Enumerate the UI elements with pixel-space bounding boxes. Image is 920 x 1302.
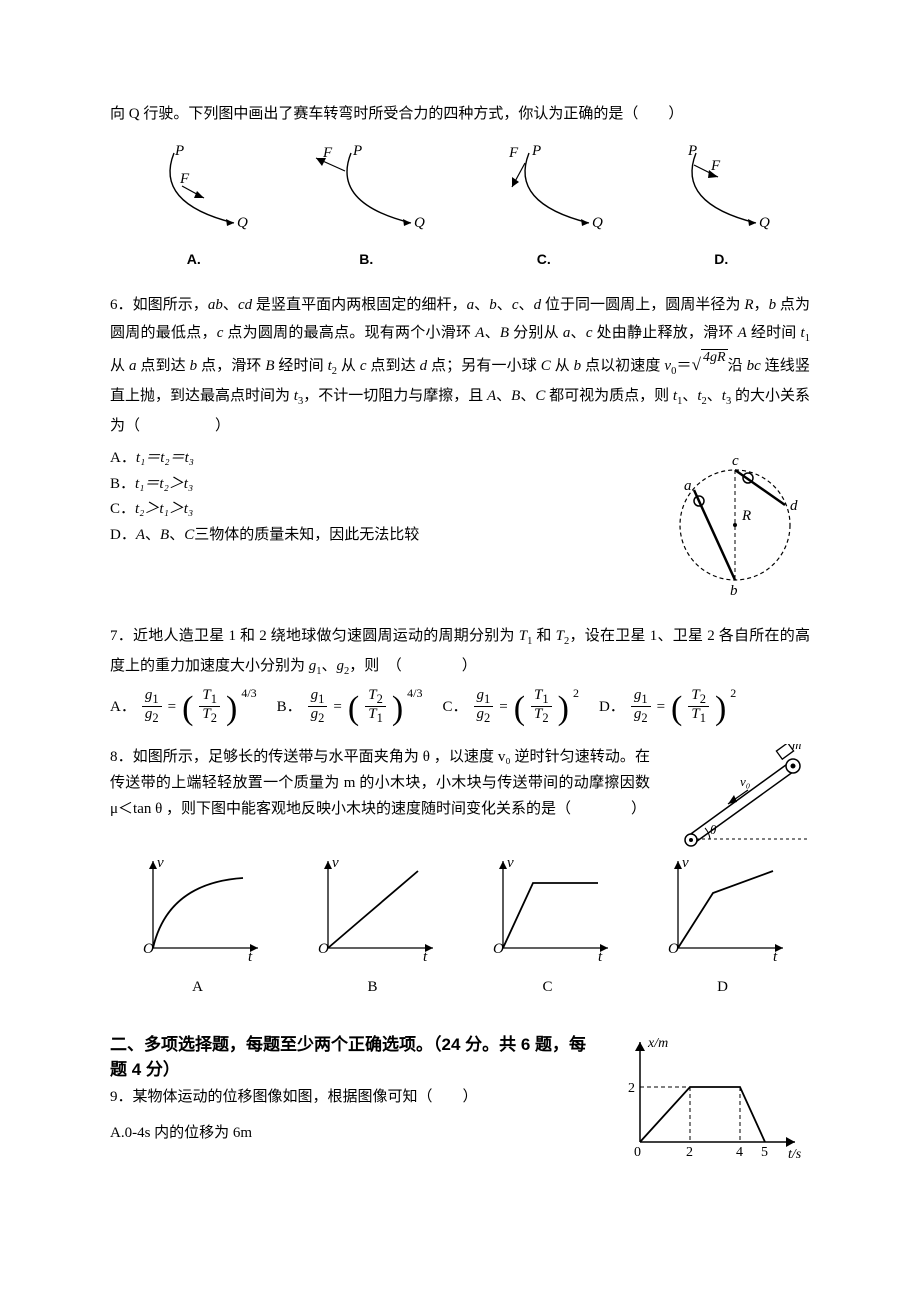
q8-graph-c: O v t <box>483 853 613 963</box>
axis-t: t <box>248 949 253 963</box>
q6-fig-d: d <box>790 498 798 514</box>
label-f: F <box>508 145 519 161</box>
q8-opt-a: O v t A <box>133 853 263 1002</box>
label-q: Q <box>592 215 603 231</box>
q9-ylabel: x/m <box>647 1036 668 1051</box>
q8-label-theta: θ <box>710 822 717 837</box>
svg-text:O: O <box>493 941 504 957</box>
question-6: 6．如图所示，ab、cd 是竖直平面内两根固定的细杆，a、b、c、d 位于同一圆… <box>110 291 810 605</box>
q7-opt-b: B． g1g2 = ( T2T1 )4/3 <box>277 688 425 725</box>
label-q: Q <box>237 215 248 231</box>
q8-label-v0: v₀ <box>740 774 750 789</box>
label-p: P <box>531 143 541 159</box>
axis-o: O <box>143 941 154 957</box>
q6-c: c <box>512 297 519 313</box>
q5-label-a: A. <box>187 251 201 267</box>
q6-cd: cd <box>238 297 252 313</box>
q8-graph-a: O v t <box>133 853 263 963</box>
label-f: F <box>710 158 721 174</box>
q8-label-d: D <box>658 973 788 1002</box>
section-2-block: 0 2 4 5 2 x/m t/s 二、多项选择题，每题至少两个正确选项。（24… <box>110 1032 810 1166</box>
q7-opt-d: D． g1g2 = ( T2T1 )2 <box>599 688 738 725</box>
q6-figure: a b c d R <box>660 440 810 600</box>
q8-opt-d: O v t D <box>658 853 788 1002</box>
q6-fig-R: R <box>741 508 751 524</box>
axis-v: v <box>157 855 164 871</box>
q5-intro: 向 Q 行驶。下列图中画出了赛车转弯时所受合力的四种方式，你认为正确的是（ ） <box>110 100 810 129</box>
svg-text:v: v <box>682 855 689 871</box>
q6-b: b <box>489 297 497 313</box>
svg-text:t: t <box>773 949 778 963</box>
q8-graph-row: O v t A O v t B <box>110 853 810 1002</box>
q5-option-a: P Q F A. <box>134 143 254 273</box>
q7-opt-c: C． g1g2 = ( T1T2 )2 <box>442 688 580 725</box>
q9-ytick-2: 2 <box>628 1081 635 1096</box>
q5-diagram-a: P Q F <box>134 143 254 238</box>
q5-label-d: D. <box>714 251 728 267</box>
q9-tick-5: 5 <box>761 1145 768 1160</box>
question-7: 7．近地人造卫星 1 和 2 绕地球做匀速圆周运动的周期分别为 T1 和 T2，… <box>110 622 810 725</box>
q9-tick-0: 0 <box>634 1145 641 1160</box>
q7-stem: 7．近地人造卫星 1 和 2 绕地球做匀速圆周运动的周期分别为 T1 和 T2，… <box>110 622 810 682</box>
q8-opt-b: O v t B <box>308 853 438 1002</box>
q6-t1: 6．如图所示， <box>110 297 208 313</box>
q5-diagram-c: P Q F <box>479 143 609 238</box>
q8-label-b: B <box>308 973 438 1002</box>
q6-fig-a: a <box>684 478 692 494</box>
question-8: m v₀ θ 8．如图所示，足够长的传送带与水平面夹角为 θ ，以速度 v₀ 逆… <box>110 744 810 1012</box>
q6-d: d <box>534 297 542 313</box>
label-q: Q <box>414 215 425 231</box>
q6-stem: 6．如图所示，ab、cd 是竖直平面内两根固定的细杆，a、b、c、d 位于同一圆… <box>110 291 810 441</box>
svg-text:O: O <box>318 941 329 957</box>
label-p: P <box>174 143 184 159</box>
q9-tick-2: 2 <box>686 1145 693 1160</box>
q5-label-b: B. <box>359 251 373 267</box>
q6-bc: bc <box>747 358 761 374</box>
q6-B: B <box>500 325 509 341</box>
q5-figure-row: P Q F A. P Q F B. <box>110 143 810 273</box>
q5-option-c: P Q F C. <box>479 143 609 273</box>
q8-graph-b: O v t <box>308 853 438 963</box>
svg-text:t: t <box>598 949 603 963</box>
q6-t2: 是竖直平面内两根固定的细杆， <box>252 297 466 313</box>
svg-text:O: O <box>668 941 679 957</box>
label-p: P <box>352 143 362 159</box>
q8-label-c: C <box>483 973 613 1002</box>
q9-figure: 0 2 4 5 2 x/m t/s <box>610 1032 810 1162</box>
question-5: 向 Q 行驶。下列图中画出了赛车转弯时所受合力的四种方式，你认为正确的是（ ） … <box>110 100 810 273</box>
q6-fig-b: b <box>730 583 738 599</box>
q9-tick-4: 4 <box>736 1145 743 1160</box>
svg-text:v: v <box>507 855 514 871</box>
label-q: Q <box>759 215 770 231</box>
label-p: P <box>687 143 697 159</box>
q7-options: A． g1g2 = ( T1T2 )4/3 B． g1g2 = ( T2T1 )… <box>110 688 810 725</box>
q9-xlabel: t/s <box>788 1147 802 1162</box>
q8-label-m: m <box>792 744 801 752</box>
q8-label-a: A <box>133 973 263 1002</box>
q5-option-d: P Q F D. <box>656 143 786 273</box>
q5-option-b: P Q F B. <box>301 143 431 273</box>
q5-label-c: C. <box>537 251 551 267</box>
q7-opt-a: A． g1g2 = ( T1T2 )4/3 <box>110 688 259 725</box>
q8-opt-c: O v t C <box>483 853 613 1002</box>
q8-graph-d: O v t <box>658 853 788 963</box>
q5-diagram-b: P Q F <box>301 143 431 238</box>
q5-diagram-d: P Q F <box>656 143 786 238</box>
label-f: F <box>179 171 190 187</box>
q6-R: R <box>744 297 753 313</box>
q6-ab: ab <box>208 297 223 313</box>
q6-a: a <box>467 297 475 313</box>
q8-belt-figure: m v₀ θ <box>660 744 810 849</box>
q6-fig-c: c <box>732 453 739 469</box>
svg-text:v: v <box>332 855 339 871</box>
sqrt-icon: √4gR <box>692 349 728 381</box>
svg-text:t: t <box>423 949 428 963</box>
label-f: F <box>322 145 333 161</box>
q6-t6: 位于同一圆周上，圆周半径为 <box>541 297 744 313</box>
q6-C: C <box>541 358 551 374</box>
